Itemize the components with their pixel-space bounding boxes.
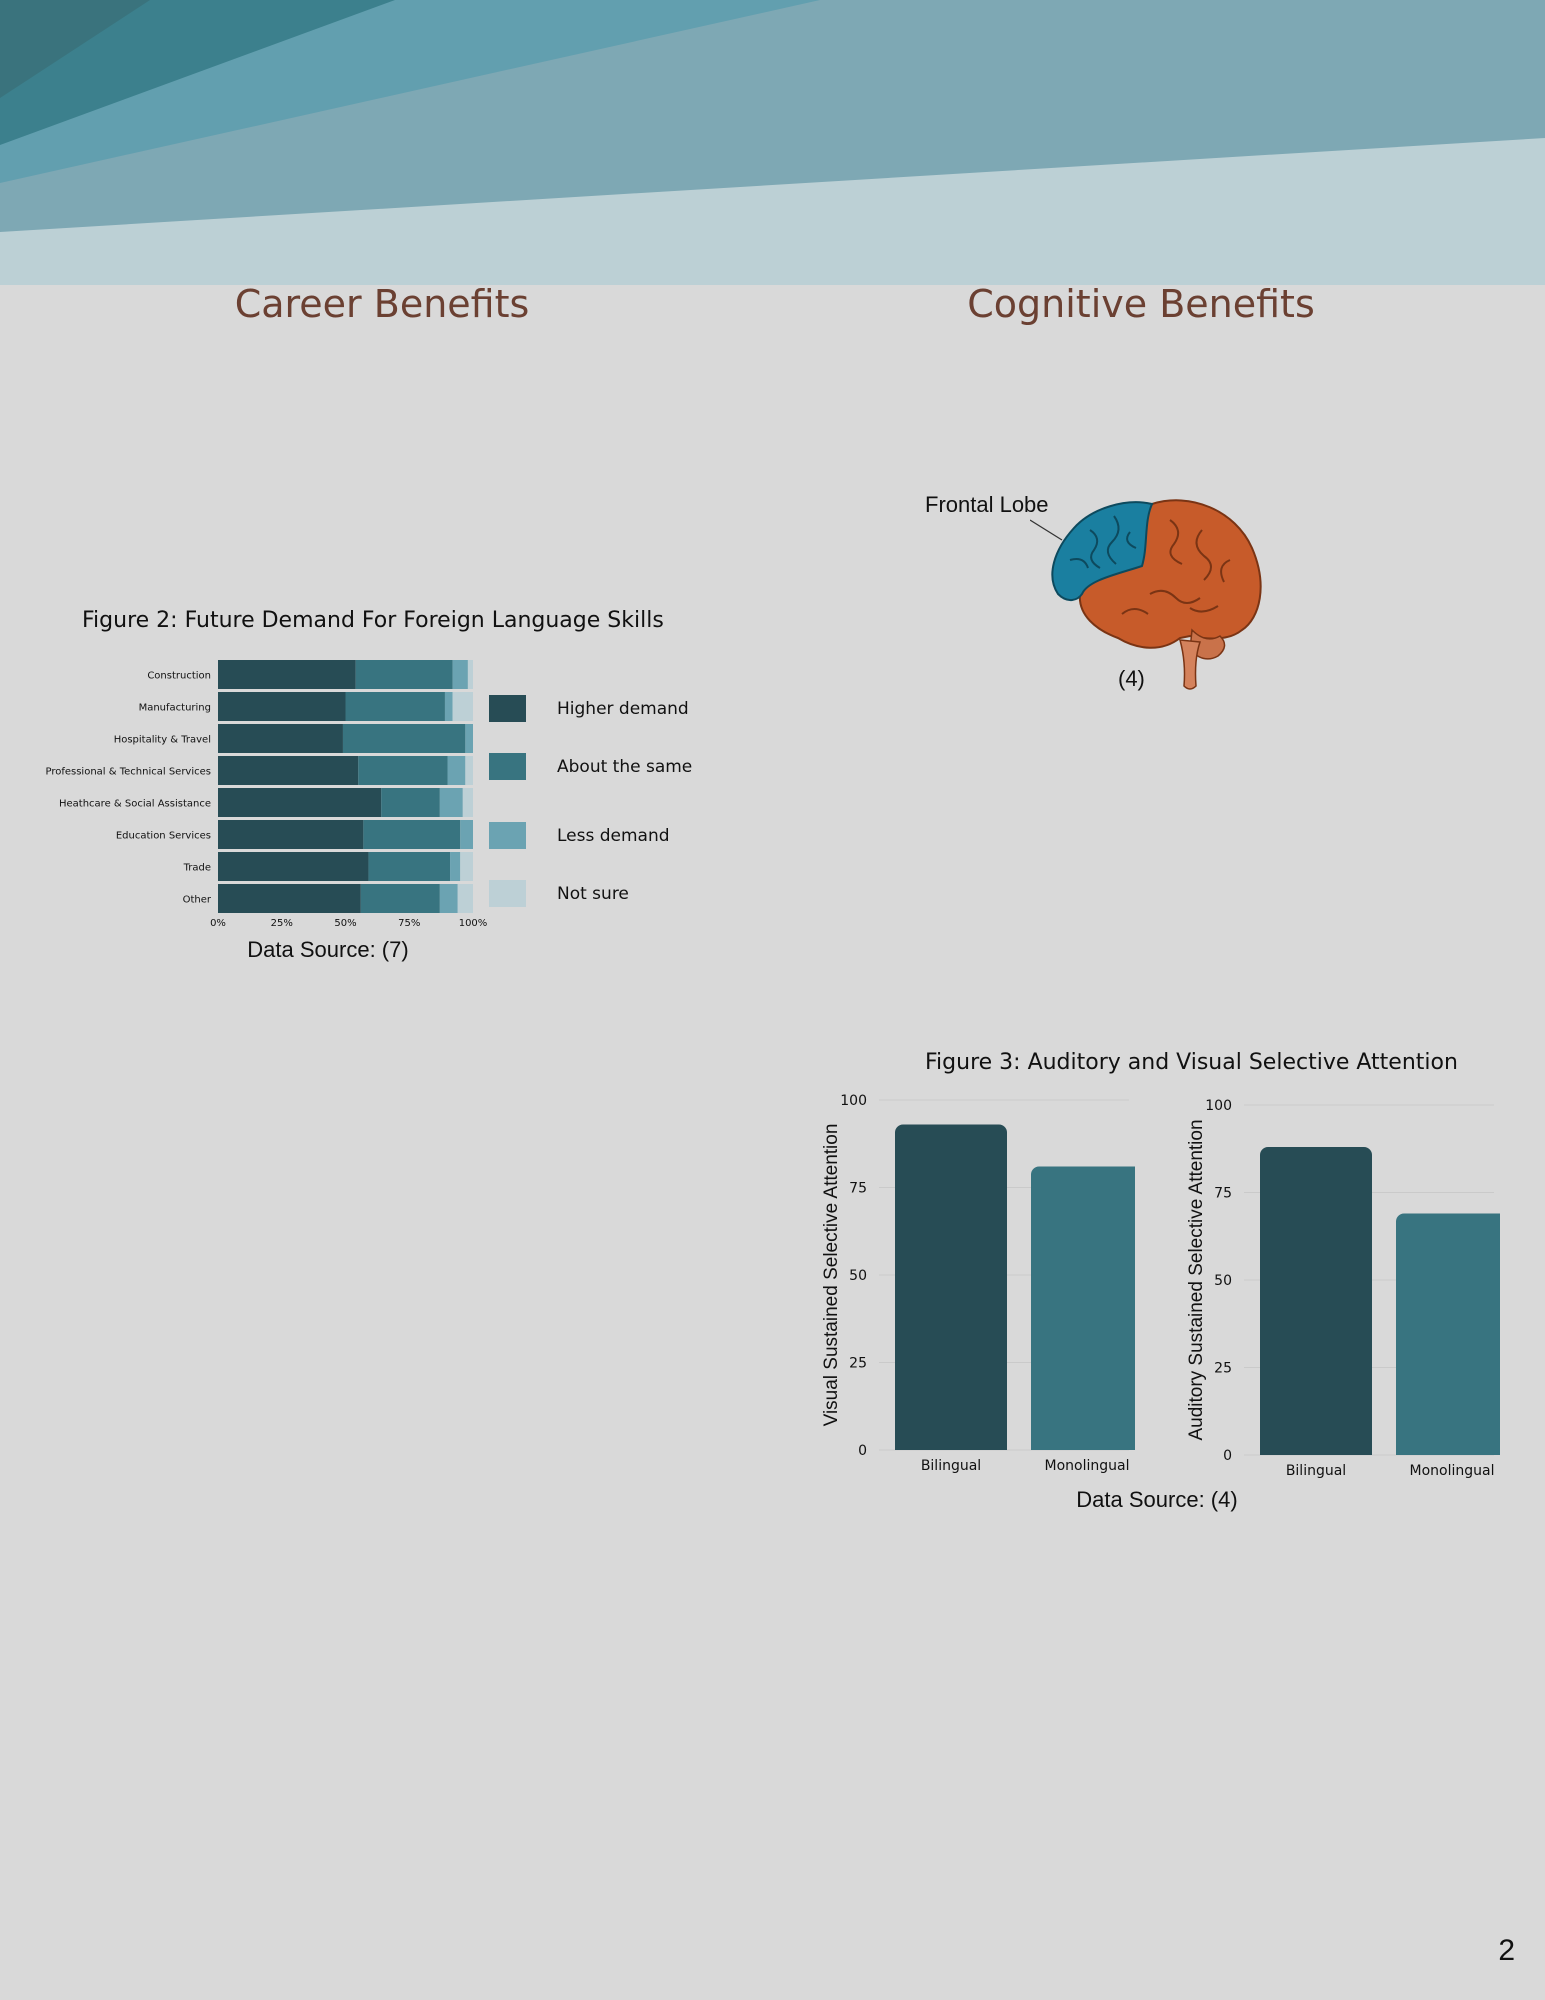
visual-y-tick-2: 50: [849, 1268, 867, 1284]
bar-trade-not-sure: [460, 852, 473, 881]
bar-education-services-higher-demand: [218, 820, 364, 849]
visual-bar-bilingual: [895, 1124, 1007, 1450]
category-label-trade: Trade: [183, 863, 211, 874]
auditory-y-tick-1: 25: [1214, 1361, 1232, 1377]
auditory-bar-base-monolingual: [1396, 1445, 1500, 1455]
bar-heathcare-social-assistance-less-demand: [439, 788, 463, 817]
bar-construction-not-sure: [467, 660, 473, 689]
legend-swatch-higher-demand: [489, 695, 526, 722]
category-label-construction: Construction: [147, 671, 211, 682]
header-banner: [0, 0, 1545, 285]
visual-y-tick-3: 75: [849, 1181, 867, 1197]
bar-construction-less-demand: [452, 660, 468, 689]
figure2-chart: Construction Manufacturing Hospitality & T…: [45, 660, 692, 929]
x-tick-4: 100%: [459, 918, 488, 929]
bar-hospitality-travel-about-the-same: [342, 724, 466, 753]
auditory-x-label-monolingual: Monolingual: [1410, 1463, 1495, 1479]
category-label-professional-technical-services: Professional & Technical Services: [45, 767, 211, 778]
auditory-y-axis-label: Auditory Sustained Selective Attention: [1186, 1119, 1207, 1440]
bar-trade-less-demand: [450, 852, 461, 881]
x-tick-3: 75%: [398, 918, 420, 929]
bar-professional-technical-services-higher-demand: [218, 756, 359, 785]
bar-heathcare-social-assistance-not-sure: [462, 788, 473, 817]
legend-label-not-sure: Not sure: [557, 884, 629, 904]
x-tick-0: 0%: [210, 918, 226, 929]
visual-y-tick-0: 0: [858, 1443, 867, 1459]
auditory-y-tick-2: 50: [1214, 1273, 1232, 1289]
auditory-x-label-bilingual: Bilingual: [1286, 1463, 1346, 1479]
figure3-visual-chart: 0 25 50 75 100 Visual Sustained Selective Att…: [821, 1093, 1135, 1474]
bar-other-not-sure: [457, 884, 473, 913]
auditory-bar-base-bilingual: [1260, 1445, 1372, 1455]
figure3-auditory-chart: 0 25 50 75 100 Auditory Sustained Selective A…: [1186, 1098, 1500, 1479]
auditory-y-tick-4: 100: [1205, 1098, 1232, 1114]
frontal-lobe: [1051, 501, 1154, 601]
category-label-hospitality-travel: Hospitality & Travel: [114, 735, 211, 746]
bar-manufacturing-higher-demand: [218, 692, 346, 721]
visual-x-label-monolingual: Monolingual: [1045, 1458, 1130, 1474]
brain-illustration: [1030, 499, 1262, 690]
frontal-lobe-label: Frontal Lobe: [925, 492, 1049, 517]
page-number: 2: [1498, 1934, 1515, 1967]
bar-other-less-demand: [439, 884, 458, 913]
legend-label-less-demand: Less demand: [557, 826, 670, 846]
legend-swatch-not-sure: [489, 880, 526, 907]
category-label-manufacturing: Manufacturing: [139, 703, 211, 714]
bar-construction-about-the-same: [355, 660, 453, 689]
figure2-title: Figure 2: Future Demand For Foreign Lang…: [82, 608, 664, 633]
figure3-source: Data Source: (4): [1076, 1487, 1238, 1512]
category-label-education-services: Education Services: [116, 831, 211, 842]
bar-hospitality-travel-less-demand: [465, 724, 473, 753]
bar-education-services-about-the-same: [363, 820, 461, 849]
bar-other-about-the-same: [360, 884, 440, 913]
auditory-bar-bilingual: [1260, 1147, 1372, 1455]
bar-hospitality-travel-higher-demand: [218, 724, 343, 753]
bar-professional-technical-services-not-sure: [465, 756, 473, 785]
visual-x-label-bilingual: Bilingual: [921, 1458, 981, 1474]
visual-y-tick-4: 100: [840, 1093, 867, 1109]
visual-y-tick-1: 25: [849, 1356, 867, 1372]
bar-professional-technical-services-less-demand: [447, 756, 466, 785]
visual-bar-base-bilingual: [895, 1440, 1007, 1450]
x-tick-2: 50%: [334, 918, 356, 929]
bar-trade-higher-demand: [218, 852, 369, 881]
x-tick-1: 25%: [271, 918, 293, 929]
auditory-y-tick-3: 75: [1214, 1186, 1232, 1202]
auditory-bar-monolingual: [1396, 1213, 1500, 1455]
visual-bar-monolingual: [1031, 1166, 1135, 1450]
bar-construction-higher-demand: [218, 660, 356, 689]
figure3-title: Figure 3: Auditory and Visual Selective …: [925, 1050, 1458, 1075]
legend-swatch-less-demand: [489, 822, 526, 849]
auditory-y-tick-0: 0: [1223, 1448, 1232, 1464]
bar-other-higher-demand: [218, 884, 361, 913]
figure2-source: Data Source: (7): [247, 937, 409, 962]
career-benefits-title: Career Benefits: [234, 282, 530, 326]
visual-y-axis-label: Visual Sustained Selective Attention: [821, 1124, 842, 1427]
bar-heathcare-social-assistance-higher-demand: [218, 788, 382, 817]
legend-label-higher-demand: Higher demand: [557, 699, 689, 719]
bar-manufacturing-less-demand: [444, 692, 453, 721]
bar-trade-about-the-same: [368, 852, 451, 881]
brain-citation: (4): [1118, 666, 1145, 691]
bar-heathcare-social-assistance-about-the-same: [381, 788, 440, 817]
bar-professional-technical-services-about-the-same: [358, 756, 448, 785]
bar-manufacturing-about-the-same: [345, 692, 445, 721]
visual-bar-base-monolingual: [1031, 1440, 1135, 1450]
category-label-other: Other: [183, 895, 212, 906]
legend-label-about-the-same: About the same: [557, 757, 692, 777]
bar-education-services-less-demand: [460, 820, 473, 849]
bar-manufacturing-not-sure: [452, 692, 473, 721]
legend-swatch-about-the-same: [489, 753, 526, 780]
category-label-heathcare-social-assistance: Heathcare & Social Assistance: [59, 799, 211, 810]
cognitive-benefits-title: Cognitive Benefits: [967, 282, 1315, 326]
